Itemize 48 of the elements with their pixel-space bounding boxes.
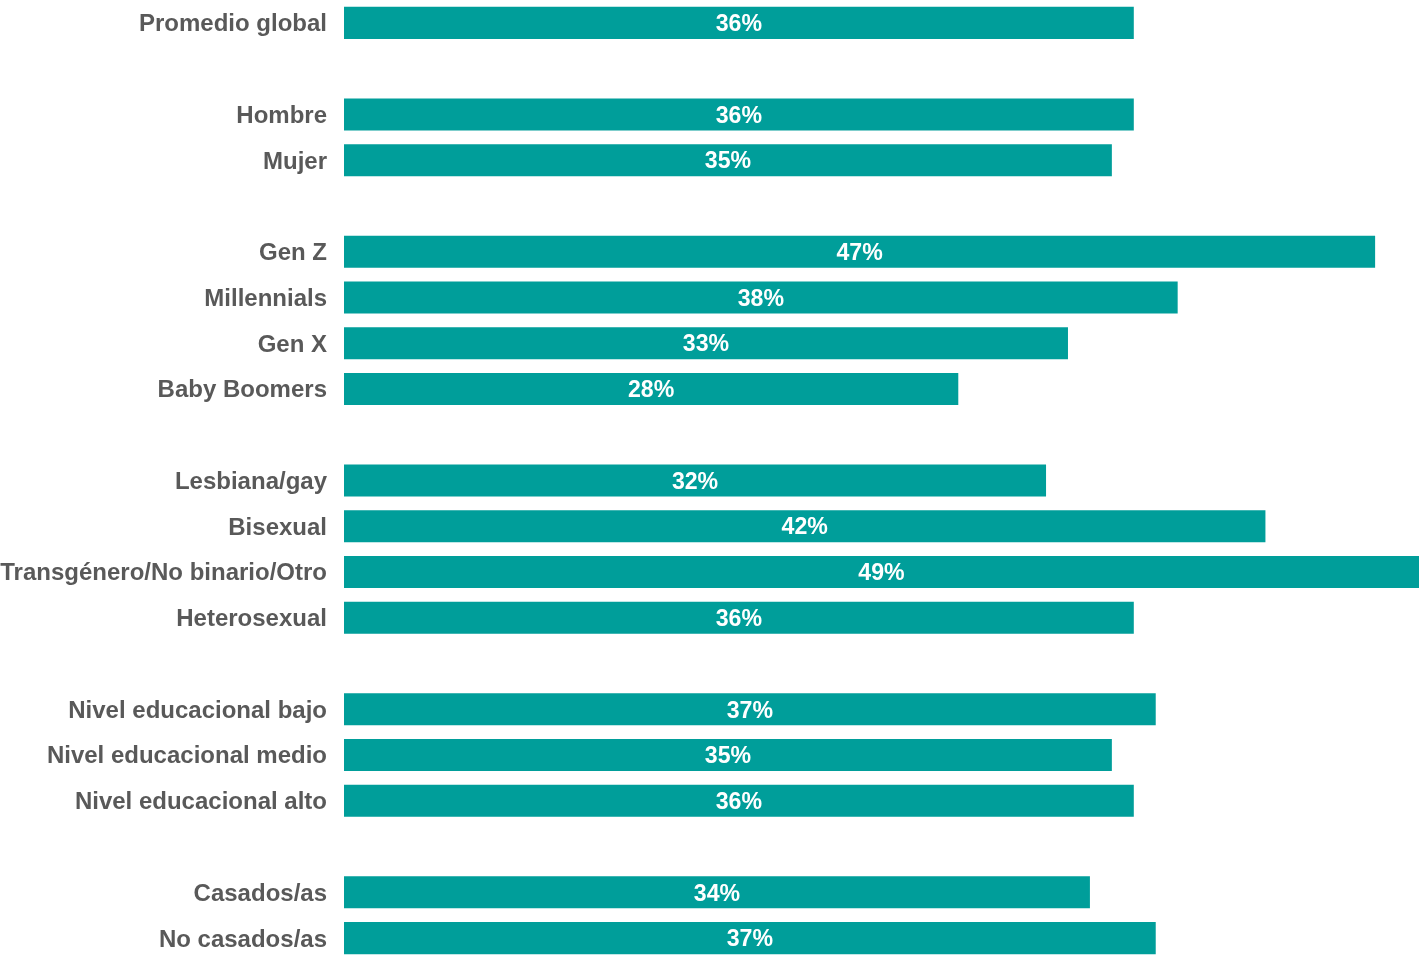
data-label: 36% (715, 101, 763, 128)
bar (344, 281, 1178, 314)
y-tick-label: Hombre (236, 100, 327, 128)
y-tick-label: Gen Z (258, 238, 327, 266)
data-label: 34% (693, 879, 741, 906)
data-label: 47% (836, 238, 883, 265)
bar (344, 98, 1134, 131)
data-label: 36% (715, 10, 763, 37)
y-tick-label: No casados/as (158, 924, 327, 952)
y-tick-label: Nivel educacional alto (74, 787, 327, 815)
data-label: 32% (671, 467, 719, 494)
data-label: 37% (726, 925, 774, 952)
y-tick-label: Bisexual (228, 512, 327, 540)
bar (344, 739, 1112, 772)
y-tick-label: Nivel educacional bajo (68, 695, 327, 723)
data-label: 38% (737, 284, 784, 311)
y-tick-label: Promedio global (138, 9, 327, 37)
bar (344, 235, 1376, 268)
data-label: 35% (704, 742, 752, 769)
y-tick-label: Lesbiana/gay (174, 466, 328, 494)
bar (344, 784, 1134, 817)
data-label: 33% (682, 330, 730, 357)
y-tick-label: Gen X (257, 329, 327, 357)
bar (344, 372, 959, 405)
bar (344, 876, 1090, 909)
data-label: 36% (715, 788, 763, 815)
data-label: 36% (715, 604, 763, 631)
data-label: 42% (781, 513, 828, 540)
y-tick-label: Millennials (204, 283, 327, 311)
bar (344, 556, 1419, 589)
bar (344, 327, 1068, 360)
data-label: 49% (858, 559, 905, 586)
bar (344, 464, 1047, 497)
y-tick-label: Baby Boomers (157, 375, 327, 403)
y-tick-label: Transgénero/No binario/Otro (0, 558, 327, 586)
y-tick-label: Nivel educacional medio (46, 741, 327, 769)
data-label: 37% (726, 696, 774, 723)
y-tick-label: Casados/as (193, 878, 327, 906)
bar (344, 693, 1156, 726)
data-label: 35% (704, 147, 752, 174)
data-label: 28% (628, 376, 675, 403)
bar (344, 6, 1134, 39)
bar (344, 922, 1156, 955)
y-tick-label: Heterosexual (176, 604, 327, 632)
bar (344, 510, 1266, 543)
bar (344, 601, 1134, 634)
bar (344, 144, 1112, 177)
y-tick-label: Mujer (262, 146, 327, 174)
